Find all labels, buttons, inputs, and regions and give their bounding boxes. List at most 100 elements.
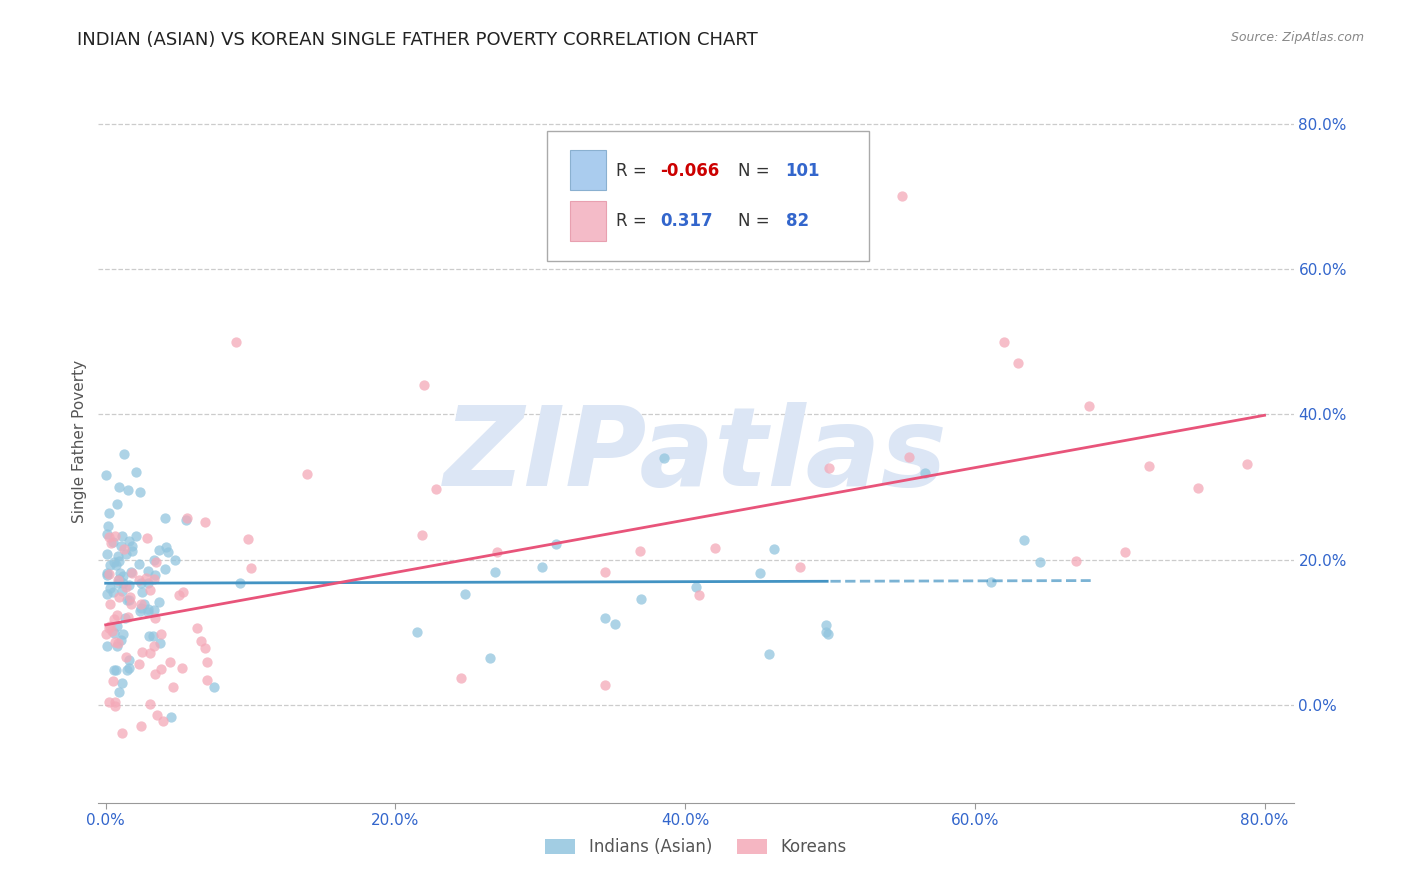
Text: R =: R = xyxy=(616,161,647,179)
Point xyxy=(103,612,125,626)
Point xyxy=(1007,356,1029,370)
Point xyxy=(162,680,184,694)
Point xyxy=(110,539,132,553)
Point xyxy=(149,627,172,641)
Point xyxy=(454,587,477,601)
Point xyxy=(131,585,153,599)
Point xyxy=(114,611,136,625)
Point xyxy=(104,699,127,714)
Point xyxy=(100,536,122,550)
Text: ZIPatlas: ZIPatlas xyxy=(444,402,948,509)
Point xyxy=(96,527,118,541)
Point xyxy=(129,719,152,733)
Point xyxy=(105,639,128,653)
Point xyxy=(135,571,157,585)
Point xyxy=(138,629,160,643)
Point xyxy=(531,559,554,574)
Point xyxy=(1187,482,1209,496)
Point xyxy=(96,587,118,601)
Point xyxy=(136,605,159,619)
Point xyxy=(128,484,150,499)
Text: 0.317: 0.317 xyxy=(661,212,713,230)
Point xyxy=(98,558,121,573)
Text: Source: ZipAtlas.com: Source: ZipAtlas.com xyxy=(1230,31,1364,45)
Point xyxy=(148,542,170,557)
Point xyxy=(103,626,125,640)
Point xyxy=(486,545,509,559)
Point xyxy=(143,573,166,587)
Point xyxy=(993,334,1015,349)
Point xyxy=(101,674,124,689)
Point xyxy=(115,650,138,665)
Point xyxy=(120,565,142,579)
Point xyxy=(152,714,174,728)
Point xyxy=(1064,554,1087,568)
Point xyxy=(107,576,129,591)
Point xyxy=(108,572,131,586)
Point xyxy=(107,636,129,650)
Point xyxy=(97,695,120,709)
Point xyxy=(96,568,118,582)
Y-axis label: Single Father Poverty: Single Father Poverty xyxy=(72,360,87,523)
Point xyxy=(105,497,128,511)
Point xyxy=(425,482,447,496)
Text: N =: N = xyxy=(738,212,769,230)
Point xyxy=(117,577,139,591)
Text: R =: R = xyxy=(616,212,647,230)
Point xyxy=(159,655,181,669)
Point xyxy=(117,610,139,624)
Text: N =: N = xyxy=(738,161,769,179)
Point xyxy=(176,511,198,525)
Point xyxy=(593,565,616,579)
Point xyxy=(240,561,263,575)
Point xyxy=(107,685,129,699)
Point xyxy=(128,604,150,618)
Point xyxy=(1078,399,1101,413)
Point xyxy=(121,566,143,581)
Point xyxy=(749,566,772,581)
Point xyxy=(176,513,198,527)
Point xyxy=(128,557,150,571)
Point xyxy=(142,553,165,567)
Point xyxy=(148,595,170,609)
FancyBboxPatch shape xyxy=(547,131,869,260)
Point xyxy=(118,590,141,604)
Point xyxy=(118,653,141,667)
Point xyxy=(117,593,139,607)
Point xyxy=(107,573,129,587)
Point xyxy=(605,617,627,632)
Point xyxy=(143,667,166,681)
Point xyxy=(980,575,1002,590)
Point xyxy=(107,549,129,564)
Point xyxy=(406,625,429,640)
Point xyxy=(160,710,183,724)
Point xyxy=(225,334,247,349)
Point xyxy=(104,695,127,709)
Point xyxy=(628,543,651,558)
Point xyxy=(111,675,134,690)
Point xyxy=(111,576,134,591)
Point xyxy=(758,648,780,662)
Point xyxy=(413,378,436,392)
Point xyxy=(411,528,433,542)
Point xyxy=(143,640,166,654)
Point xyxy=(238,532,260,546)
Point xyxy=(117,593,139,607)
Point xyxy=(98,598,121,612)
Point xyxy=(143,611,166,625)
Point xyxy=(103,555,125,569)
FancyBboxPatch shape xyxy=(571,201,606,241)
Point xyxy=(136,576,159,591)
Point xyxy=(112,569,135,583)
Point xyxy=(595,678,617,692)
Point xyxy=(111,627,134,641)
Point xyxy=(139,582,162,597)
Point xyxy=(108,566,131,581)
Point xyxy=(228,575,250,590)
Point xyxy=(136,531,159,545)
Point xyxy=(97,506,120,520)
Point xyxy=(117,661,139,675)
Point xyxy=(105,663,128,677)
Point xyxy=(129,576,152,591)
Point xyxy=(891,189,914,203)
